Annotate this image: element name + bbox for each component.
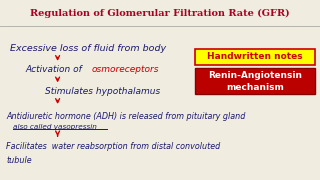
Text: Handwritten notes: Handwritten notes bbox=[207, 52, 303, 61]
FancyBboxPatch shape bbox=[195, 68, 315, 94]
Text: Excessive loss of fluid from body: Excessive loss of fluid from body bbox=[10, 44, 166, 53]
Text: Renin-Angiotensin
mechanism: Renin-Angiotensin mechanism bbox=[208, 71, 302, 91]
Text: Antidiuretic hormone (ADH) is released from pituitary gland: Antidiuretic hormone (ADH) is released f… bbox=[6, 112, 246, 121]
FancyBboxPatch shape bbox=[195, 49, 315, 65]
Text: tubule: tubule bbox=[6, 156, 32, 165]
Text: Regulation of Glomerular Filtration Rate (GFR): Regulation of Glomerular Filtration Rate… bbox=[30, 8, 290, 18]
Text: osmoreceptors: osmoreceptors bbox=[91, 66, 159, 75]
Text: Facilitates  water reabsorption from distal convoluted: Facilitates water reabsorption from dist… bbox=[6, 142, 221, 151]
Text: also called vasopressin: also called vasopressin bbox=[13, 124, 97, 130]
Text: Activation of: Activation of bbox=[26, 66, 85, 75]
Text: Stimulates hypothalamus: Stimulates hypothalamus bbox=[45, 87, 160, 96]
